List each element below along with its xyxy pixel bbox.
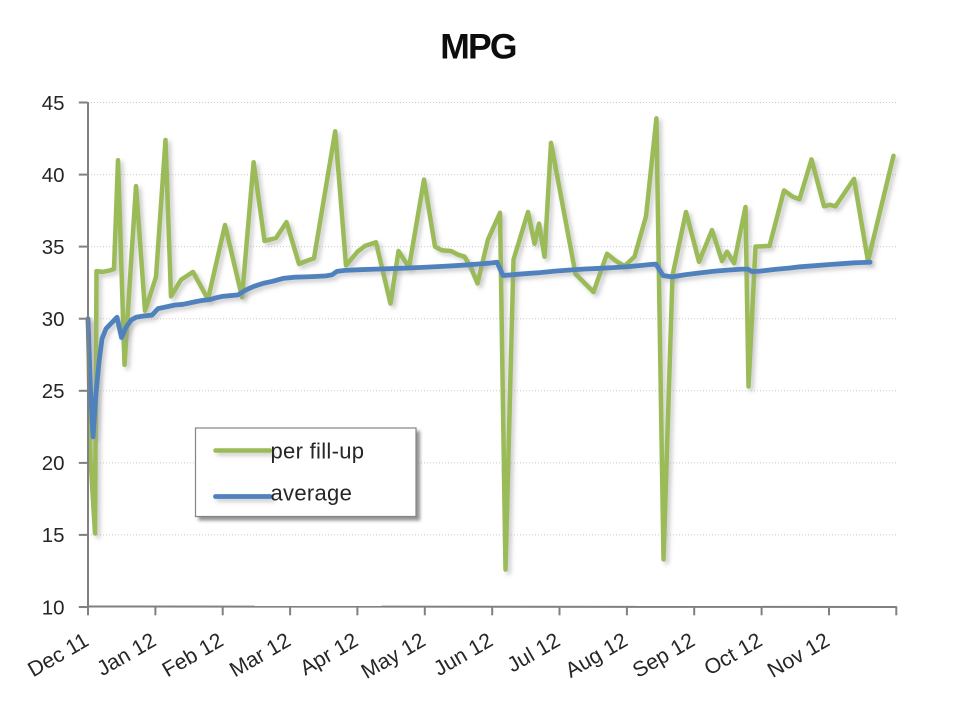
svg-text:35: 35 [42, 236, 65, 259]
svg-text:20: 20 [42, 452, 65, 475]
svg-text:40: 40 [42, 164, 65, 187]
svg-text:45: 45 [42, 92, 65, 115]
svg-text:MPG: MPG [440, 27, 516, 67]
svg-text:30: 30 [42, 308, 65, 331]
svg-text:25: 25 [42, 380, 65, 403]
svg-text:15: 15 [42, 524, 65, 547]
svg-text:average: average [271, 481, 353, 506]
svg-text:10: 10 [42, 596, 65, 619]
svg-text:per fill-up: per fill-up [271, 439, 365, 464]
